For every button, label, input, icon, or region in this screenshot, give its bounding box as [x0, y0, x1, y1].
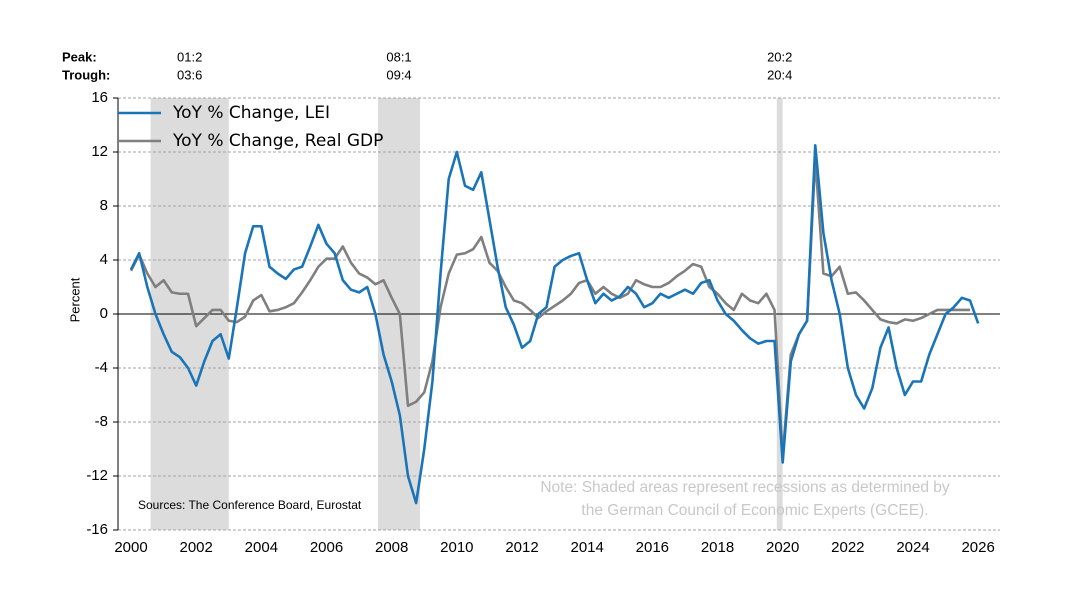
trough-header: Trough: — [62, 67, 110, 82]
x-tick-label: 2012 — [505, 539, 538, 556]
y-tick-label: 8 — [100, 197, 108, 214]
x-tick-label: 2004 — [245, 539, 278, 556]
recession-peak: 20:2 — [767, 49, 792, 64]
series-line — [129, 143, 980, 505]
recession-trough: 03:6 — [177, 67, 202, 82]
x-tick-label: 2000 — [114, 539, 147, 556]
x-tick-label: 2020 — [766, 539, 799, 556]
y-tick-label: -4 — [95, 359, 108, 376]
plot-layer — [113, 97, 1000, 531]
x-tick-label: 2024 — [896, 539, 929, 556]
source: Sources: The Conference Board, Eurostat — [138, 498, 362, 512]
x-tick-label: 2014 — [570, 539, 603, 556]
recession-peak: 08:1 — [386, 49, 411, 64]
x-tick-label: 2018 — [701, 539, 734, 556]
recession-trough: 09:4 — [386, 67, 411, 82]
note: Note: Shaded areas represent recessions … — [540, 479, 950, 496]
legend-label: YoY % Change, LEI — [172, 103, 330, 123]
y-axis-label: Percent — [67, 277, 82, 322]
x-tick-label: 2008 — [375, 539, 408, 556]
recession-trough: 20:4 — [767, 67, 792, 82]
x-tick-label: 2022 — [831, 539, 864, 556]
legend-label: YoY % Change, Real GDP — [172, 131, 383, 151]
y-tick-label: 4 — [100, 251, 108, 268]
recession-peak: 01:2 — [177, 49, 202, 64]
y-tick-label: 0 — [100, 305, 108, 322]
peak-header: Peak: — [62, 49, 97, 64]
y-tick-label: -16 — [86, 521, 108, 538]
series-line — [129, 157, 971, 458]
x-tick-label: 2002 — [180, 539, 213, 556]
y-tick-label: 16 — [91, 89, 108, 106]
x-tick-label: 2026 — [961, 539, 994, 556]
x-tick-label: 2006 — [310, 539, 343, 556]
y-tick-label: -12 — [86, 467, 108, 484]
x-tick-label: 2010 — [440, 539, 473, 556]
y-tick-label: 12 — [91, 143, 108, 160]
y-tick-label: -8 — [95, 413, 108, 430]
x-tick-label: 2016 — [636, 539, 669, 556]
note: the German Council of Economic Experts (… — [581, 502, 928, 519]
